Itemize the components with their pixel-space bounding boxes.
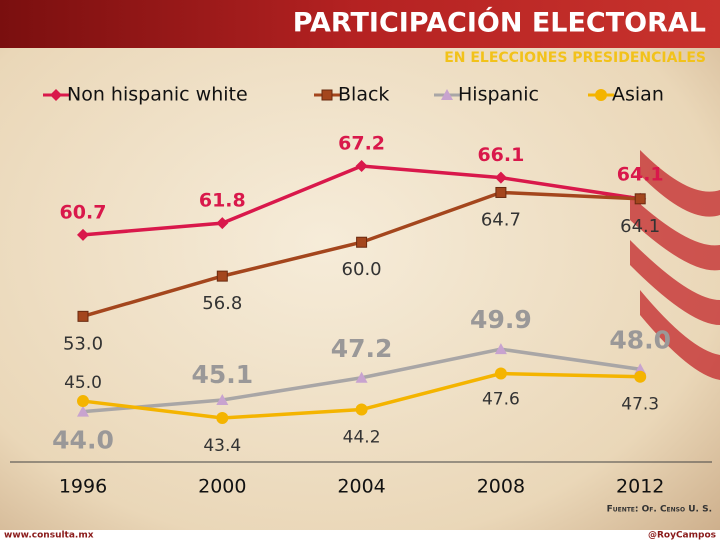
marker	[77, 310, 89, 322]
marker	[355, 160, 368, 172]
marker	[50, 89, 62, 101]
data-label: 44.0	[52, 426, 114, 455]
footer-band	[0, 530, 720, 540]
marker	[494, 171, 507, 184]
marker	[595, 89, 607, 101]
footer-right: @RoyCampos	[648, 531, 716, 540]
data-label: 61.8	[199, 190, 246, 212]
data-label: 64.7	[481, 209, 521, 230]
data-label: 60.0	[342, 259, 382, 280]
data-label: 67.2	[338, 133, 385, 155]
marker	[441, 89, 453, 100]
data-label: 60.7	[60, 201, 107, 223]
marker	[494, 367, 507, 380]
subtitle: EN ELECCIONES PRESIDENCIALES	[444, 50, 706, 66]
legend-label: Asian	[612, 84, 664, 106]
data-label: 45.0	[64, 373, 102, 393]
marker	[216, 394, 229, 405]
data-label: 64.1	[617, 163, 664, 185]
data-label: 66.1	[477, 144, 524, 166]
marker	[634, 370, 647, 383]
legend-label: Non hispanic white	[67, 84, 248, 106]
data-label: 43.4	[203, 436, 241, 456]
flag-stripes	[630, 150, 720, 380]
data-label: 47.6	[482, 390, 520, 410]
marker	[77, 228, 89, 241]
x-tick-label: 2012	[616, 476, 664, 498]
marker	[216, 217, 229, 230]
title: PARTICIPACIÓN ELECTORAL	[293, 7, 706, 39]
data-label: 64.1	[620, 216, 660, 237]
marker	[216, 412, 229, 424]
legend-label: Black	[338, 84, 389, 106]
legend-label: Hispanic	[458, 84, 539, 106]
data-label: 45.1	[191, 360, 253, 389]
x-tick-label: 2004	[337, 476, 385, 498]
marker	[77, 405, 89, 417]
data-label: 44.2	[343, 428, 381, 448]
x-tick-label: 2000	[198, 476, 246, 498]
marker	[355, 371, 368, 383]
marker	[494, 343, 507, 355]
title-band	[0, 0, 720, 48]
marker	[355, 403, 368, 416]
data-label: 48.0	[609, 325, 671, 354]
marker	[495, 186, 507, 198]
data-label: 56.8	[202, 293, 242, 314]
data-label: 49.9	[470, 305, 532, 334]
footer-left: www.consulta.mx	[4, 531, 94, 540]
data-label: 53.0	[63, 333, 103, 354]
x-tick-label: 2008	[477, 476, 525, 498]
source: Fuente: Of. Censo U. S.	[607, 505, 712, 515]
marker	[77, 395, 89, 408]
data-label: 47.3	[621, 395, 659, 415]
marker	[216, 270, 228, 282]
x-tick-label: 1996	[59, 476, 107, 498]
data-label: 47.2	[331, 334, 393, 363]
marker	[634, 193, 646, 205]
marker	[356, 236, 368, 248]
marker	[321, 89, 333, 101]
